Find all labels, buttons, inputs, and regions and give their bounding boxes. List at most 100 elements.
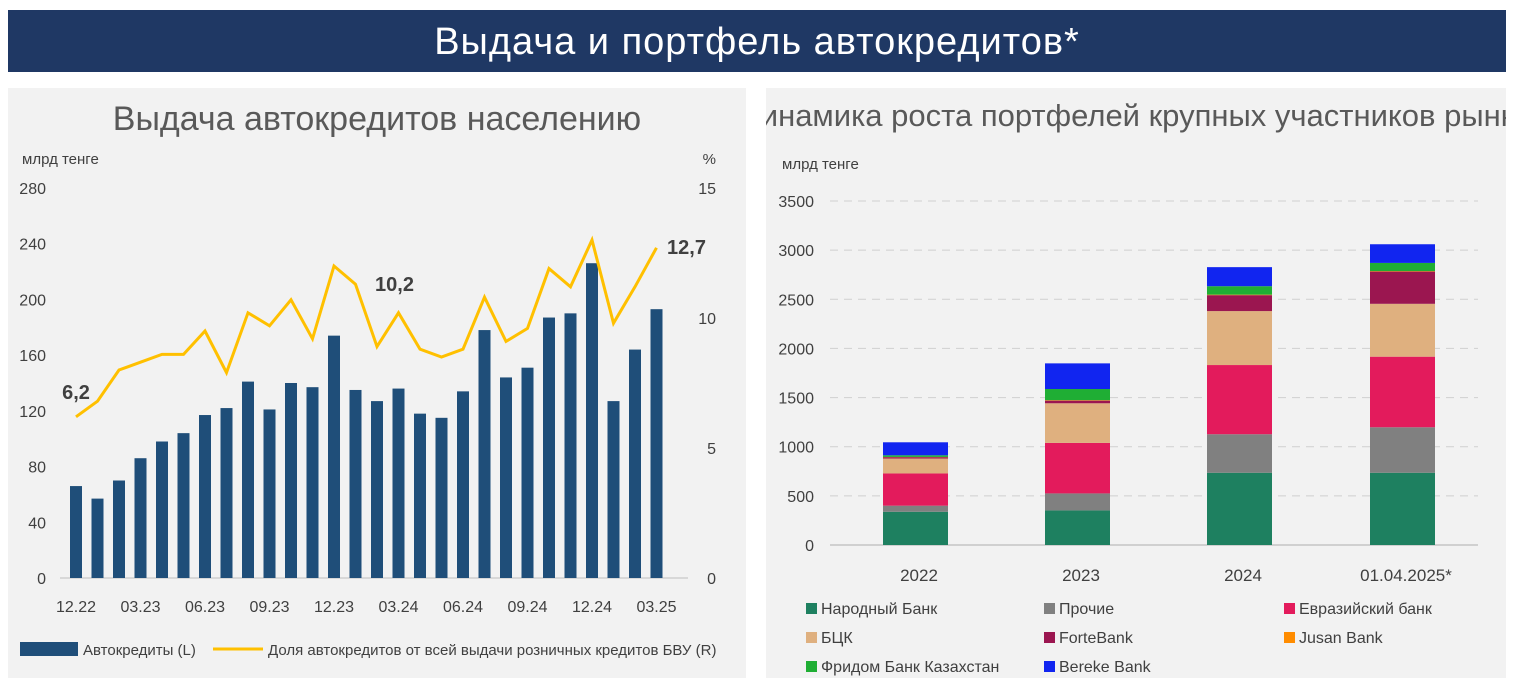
bar-segment [1045, 493, 1110, 511]
bar [285, 383, 297, 578]
y-tick-left: 200 [19, 292, 46, 309]
y-axis-left-label: млрд тенге [22, 151, 99, 168]
chart-title: Выдача автокредитов населению [113, 100, 641, 138]
legend-swatch [806, 661, 817, 672]
bar-segment [1207, 267, 1272, 287]
x-tick: 03.23 [120, 599, 160, 616]
y-tick-right: 5 [707, 441, 716, 458]
bar-segment [1045, 400, 1110, 404]
bar [650, 309, 663, 578]
bar-segment [883, 457, 948, 459]
bar-segment [1370, 472, 1435, 545]
bar [629, 349, 641, 578]
y-tick: 2000 [778, 341, 814, 358]
bar-segment [1207, 295, 1272, 312]
legend-label: Bereke Bank [1059, 659, 1152, 676]
legend-bar-swatch [20, 642, 78, 656]
x-tick: 09.23 [249, 599, 289, 616]
bar [457, 391, 469, 578]
bar [543, 317, 555, 578]
portfolio-chart-panel: Динамика роста портфелей крупных участни… [766, 88, 1506, 678]
bar-segment [1370, 244, 1435, 263]
share-line [75, 235, 658, 419]
legend-label: Народный Банк [821, 601, 938, 618]
chart-title: Динамика роста портфелей крупных участни… [766, 98, 1506, 133]
bar [607, 401, 620, 578]
y-tick-left: 0 [37, 571, 46, 588]
bar-segment [1370, 356, 1435, 428]
bar-segment [1207, 286, 1272, 295]
x-tick: 03.25 [636, 599, 676, 616]
x-tick: 01.04.2025* [1360, 566, 1452, 585]
y-tick-right: 0 [707, 571, 716, 588]
bar-segment [883, 455, 948, 457]
bar [435, 417, 448, 578]
bar-segment [1045, 403, 1110, 443]
legend-line-label: Доля автокредитов от всей выдачи розничн… [268, 642, 716, 659]
bar [156, 441, 168, 578]
bar [263, 409, 276, 578]
x-tick: 06.24 [443, 599, 483, 616]
y-tick-right: 15 [698, 181, 716, 198]
y-tick-left: 160 [19, 348, 46, 365]
legend-swatch [806, 632, 817, 643]
x-tick: 09.24 [507, 599, 547, 616]
y-tick-left: 280 [19, 181, 46, 198]
legend-label: Фридом Банк Казахстан [821, 659, 999, 676]
y-axis-right-label: % [703, 151, 716, 168]
y-tick: 2500 [778, 292, 814, 309]
bar-segment [1370, 427, 1435, 473]
bar [478, 330, 491, 578]
x-tick: 12.23 [314, 599, 354, 616]
legend-swatch [1284, 632, 1295, 643]
data-label: 6,2 [62, 382, 90, 404]
bar [349, 389, 362, 578]
page-title: Выдача и портфель автокредитов* [8, 10, 1506, 72]
bar [220, 408, 233, 578]
bar-segment [883, 442, 948, 456]
bar-segment [1370, 303, 1435, 357]
y-tick: 1500 [778, 391, 814, 408]
bar-segment [1207, 311, 1272, 366]
y-axis-label: млрд тенге [782, 156, 859, 173]
legend-label: БЦК [821, 630, 853, 647]
bar [113, 480, 125, 578]
bar [500, 377, 512, 578]
bar-segment [883, 511, 948, 545]
y-tick: 0 [805, 538, 814, 555]
bar-segment [883, 458, 948, 474]
bar [134, 458, 147, 578]
y-tick-left: 40 [28, 515, 46, 532]
bar [199, 415, 211, 578]
bar [586, 263, 598, 578]
legend-label: Jusan Bank [1299, 630, 1384, 647]
legend-label: Евразийский банк [1299, 601, 1433, 618]
y-tick-left: 120 [19, 404, 46, 421]
bar [414, 413, 426, 578]
x-tick: 12.22 [56, 599, 96, 616]
bar [371, 401, 383, 578]
y-tick: 3500 [778, 194, 814, 211]
bar [392, 388, 405, 578]
bar-segment [1045, 363, 1110, 390]
legend-swatch [806, 603, 817, 614]
issuance-chart: Выдача автокредитов населению млрд тенге%… [19, 100, 716, 659]
legend-swatch [1044, 632, 1055, 643]
x-tick: 03.24 [378, 599, 418, 616]
data-label: 12,7 [667, 237, 706, 259]
bar-segment [1207, 365, 1272, 435]
legend-swatch [1044, 603, 1055, 614]
y-tick: 1000 [778, 440, 814, 457]
bar-segment [1207, 472, 1272, 545]
bar [70, 486, 82, 578]
y-tick-left: 80 [28, 460, 46, 477]
bar-segment [883, 505, 948, 512]
x-tick: 2023 [1062, 566, 1100, 585]
y-tick: 3000 [778, 243, 814, 260]
bar-segment [1370, 271, 1435, 304]
bar [328, 335, 340, 578]
x-tick: 12.24 [572, 599, 612, 616]
y-tick: 500 [787, 489, 814, 506]
y-tick-left: 240 [19, 237, 46, 254]
bar [521, 367, 534, 578]
